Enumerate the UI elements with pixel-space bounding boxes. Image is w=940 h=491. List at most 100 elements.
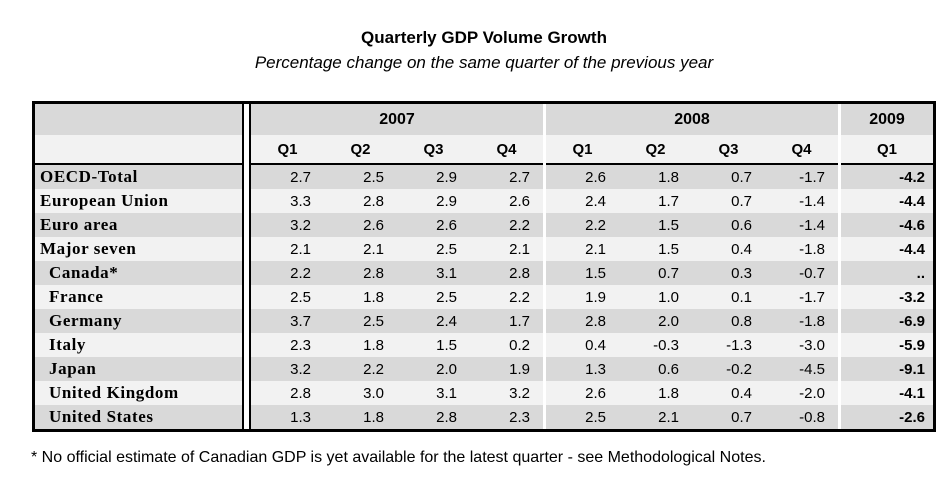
row-label: Japan [35, 357, 242, 381]
value-cell: 0.4 [731, 240, 752, 258]
row-label: Euro area [35, 213, 242, 237]
table-row: 0.4 -0.3 -1.3 -3.0 [546, 333, 838, 357]
value-cell: 1.7 [658, 192, 679, 210]
value-cell: 2.8 [363, 192, 384, 210]
value-cell: -9.1 [899, 360, 925, 378]
table-row: -5.9 [841, 333, 933, 357]
value-cell: -2.6 [899, 408, 925, 426]
table-row: -3.2 [841, 285, 933, 309]
row-label: United States [35, 405, 242, 429]
value-cell: 2.2 [509, 216, 530, 234]
value-cell: 3.2 [509, 384, 530, 402]
value-cell: -5.9 [899, 336, 925, 354]
value-cell: 2.1 [290, 240, 311, 258]
table-row: 2.6 1.8 0.7 -1.7 [546, 165, 838, 189]
value-cell: 2.1 [509, 240, 530, 258]
value-cell: -3.0 [799, 336, 825, 354]
table-row: 1.3 0.6 -0.2 -4.5 [546, 357, 838, 381]
row-label: European Union [35, 189, 242, 213]
table-row: 2.2 1.5 0.6 -1.4 [546, 213, 838, 237]
value-cell: 2.7 [509, 168, 530, 186]
quarter-header: Q4 [496, 140, 517, 158]
table-row: -2.6 [841, 405, 933, 429]
table-row: 2.2 2.8 3.1 2.8 [251, 261, 543, 285]
table-row: 1.9 1.0 0.1 -1.7 [546, 285, 838, 309]
value-cell: -1.7 [799, 288, 825, 306]
value-cell: 2.2 [363, 360, 384, 378]
table-row: 2.3 1.8 1.5 0.2 [251, 333, 543, 357]
value-cell: -1.8 [799, 312, 825, 330]
header-corner-cell-bottom [35, 135, 242, 165]
value-cell: .. [916, 264, 925, 282]
value-cell: 0.7 [731, 408, 752, 426]
value-cell: -4.4 [899, 240, 925, 258]
value-cell: 2.2 [509, 288, 530, 306]
value-cell: 2.0 [436, 360, 457, 378]
value-cell: 0.7 [731, 168, 752, 186]
table-row: .. [841, 261, 933, 285]
value-cell: 2.9 [436, 192, 457, 210]
value-cell: 2.4 [436, 312, 457, 330]
value-cell: 2.6 [509, 192, 530, 210]
value-cell: 1.0 [658, 288, 679, 306]
table-row: 2.6 1.8 0.4 -2.0 [546, 381, 838, 405]
value-cell: 1.3 [585, 360, 606, 378]
chart-subtitle: Percentage change on the same quarter of… [254, 53, 714, 72]
table-row: 2.1 1.5 0.4 -1.8 [546, 237, 838, 261]
value-cell: 1.3 [290, 408, 311, 426]
value-cell: 3.7 [290, 312, 311, 330]
value-cell: 2.8 [290, 384, 311, 402]
value-cell: 1.7 [509, 312, 530, 330]
year-group-gap [838, 104, 841, 429]
value-cell: -4.5 [799, 360, 825, 378]
year-section-2007: 2007 Q1 Q2 Q3 Q4 2.7 2.5 2.9 2.7 3.3 2.8 2.9 2.6 3.2 2… [249, 104, 543, 429]
value-cell: 0.4 [585, 336, 606, 354]
value-cell: -2.0 [799, 384, 825, 402]
table-heading: Quarterly GDP Volume Growth Percentage c… [32, 27, 936, 74]
value-cell: 2.5 [585, 408, 606, 426]
value-cell: 2.3 [290, 336, 311, 354]
value-cell: 3.2 [290, 360, 311, 378]
header-corner-cell-top [35, 104, 242, 135]
value-cell: 3.0 [363, 384, 384, 402]
value-cell: -0.8 [799, 408, 825, 426]
quarter-header: Q1 [277, 140, 298, 158]
value-cell: 1.8 [363, 336, 384, 354]
value-cell: 2.9 [436, 168, 457, 186]
quarter-header-row: Q1 [841, 135, 933, 165]
table-row: 1.3 1.8 2.8 2.3 [251, 405, 543, 429]
row-label: Germany [35, 309, 242, 333]
row-label: Canada* [35, 261, 242, 285]
year-header: 2008 [546, 104, 838, 135]
table-row: 1.5 0.7 0.3 -0.7 [546, 261, 838, 285]
gdp-table: OECD-Total European Union Euro area Major s… [32, 101, 936, 432]
value-cell: 2.2 [585, 216, 606, 234]
value-cell: -3.2 [899, 288, 925, 306]
value-cell: 2.5 [436, 240, 457, 258]
value-cell: 2.4 [585, 192, 606, 210]
quarter-header: Q3 [718, 140, 739, 158]
value-cell: 2.0 [658, 312, 679, 330]
value-cell: 1.9 [509, 360, 530, 378]
value-cell: -1.4 [799, 216, 825, 234]
value-cell: 1.8 [658, 168, 679, 186]
value-cell: -1.4 [799, 192, 825, 210]
row-label: France [35, 285, 242, 309]
value-cell: 0.7 [731, 192, 752, 210]
value-cell: -0.7 [799, 264, 825, 282]
row-header-column: OECD-Total European Union Euro area Major s… [35, 104, 244, 429]
value-cell: 1.5 [585, 264, 606, 282]
table-row: -4.2 [841, 165, 933, 189]
value-cell: 0.6 [731, 216, 752, 234]
table-row: 2.5 2.1 0.7 -0.8 [546, 405, 838, 429]
value-cell: 2.6 [363, 216, 384, 234]
table-row: 2.1 2.1 2.5 2.1 [251, 237, 543, 261]
row-label: Major seven [35, 237, 242, 261]
value-cell: 0.6 [658, 360, 679, 378]
quarter-header: Q4 [791, 140, 812, 158]
value-cell: -0.3 [653, 336, 679, 354]
value-cell: 1.8 [363, 408, 384, 426]
value-cell: -0.2 [726, 360, 752, 378]
table-row: 2.8 3.0 3.1 3.2 [251, 381, 543, 405]
value-cell: 2.1 [658, 408, 679, 426]
